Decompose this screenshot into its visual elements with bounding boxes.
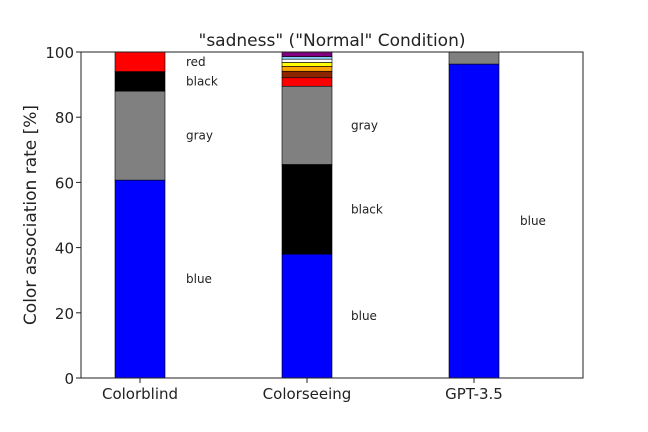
x-tick-label: Colorblind	[102, 385, 178, 403]
segment-label-colorseeing-blue: blue	[351, 309, 377, 323]
bar-segment-colorseeing-brown	[281, 70, 333, 79]
segment-label-colorblind-black: black	[186, 74, 218, 88]
y-tick-label: 60	[55, 174, 74, 192]
bar-segment-colorblind-blue	[114, 179, 166, 379]
bar-segment-colorseeing-white	[281, 58, 333, 63]
y-tick-label: 40	[55, 240, 74, 258]
bar-segment-colorseeing-purple	[281, 51, 333, 57]
segment-label-colorseeing-gray: gray	[351, 118, 378, 132]
bar-segment-colorblind-black	[114, 71, 166, 92]
segment-labels-layer: blue gray black red blue black gray blue	[186, 55, 546, 323]
x-tick-label: Colorseeing	[263, 385, 352, 403]
segment-label-gpt-3-5-blue: blue	[520, 214, 546, 228]
bars-layer	[114, 51, 500, 379]
bar-segment-colorseeing-black	[281, 164, 333, 255]
segment-label-colorblind-gray: gray	[186, 129, 213, 143]
y-tick-label: 80	[55, 109, 74, 127]
bar-segment-colorseeing-yellow	[281, 62, 333, 67]
segment-label-colorseeing-black: black	[351, 202, 383, 216]
bar-segment-colorseeing-light-blue	[281, 56, 333, 60]
y-tick-label: 100	[45, 44, 74, 62]
bar-segment-colorseeing-blue	[281, 253, 333, 379]
bar-segment-colorseeing-gray	[281, 85, 333, 165]
bar-segment-colorblind-red	[114, 51, 166, 72]
chart-title: "sadness" ("Normal" Condition)	[199, 31, 466, 51]
segment-label-colorblind-red: red	[186, 55, 206, 69]
x-axis: Colorblind Colorseeing GPT-3.5	[102, 378, 503, 403]
y-tick-label: 20	[55, 305, 74, 323]
bar-segment-colorblind-gray	[114, 90, 166, 181]
y-axis-label: Color association rate [%]	[21, 105, 41, 325]
x-tick-label: GPT-3.5	[445, 385, 503, 403]
plot-frame	[80, 51, 584, 379]
y-axis: 0 20 40 60 80 100	[45, 44, 81, 388]
segment-label-colorblind-blue: blue	[186, 272, 212, 286]
bar-segment-gpt-3-5-gray	[448, 51, 500, 65]
bar-segment-gpt-3-5-blue	[448, 63, 500, 379]
bar-segment-colorseeing-red	[281, 77, 333, 87]
y-tick-label: 0	[64, 370, 74, 388]
bar-segment-colorseeing-orange	[281, 66, 333, 72]
